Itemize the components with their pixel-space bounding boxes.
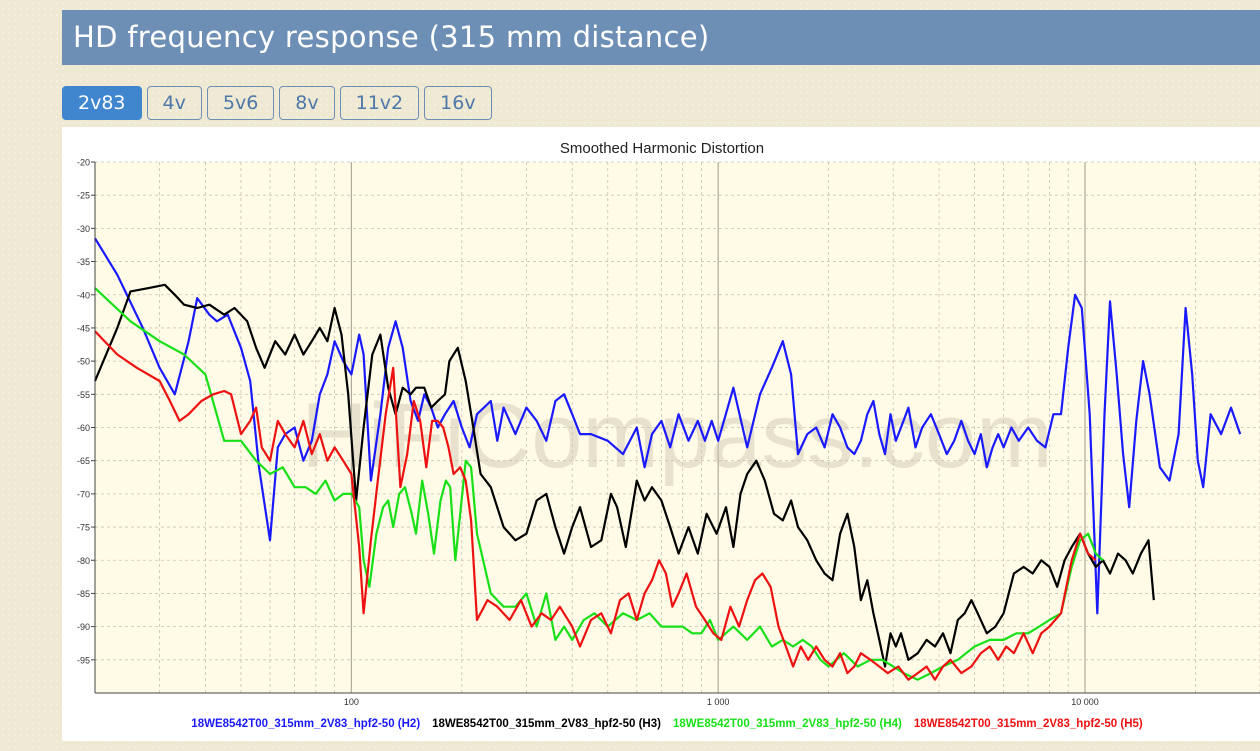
watermark: HiFiCompass.com <box>301 385 1052 487</box>
series-line-h3 <box>93 283 1155 668</box>
legend-item-h5: 18WE8542T00_315mm_2V83_hpf2-50 (H5) <box>914 718 1143 730</box>
legend-item-h3: 18WE8542T00_315mm_2V83_hpf2-50 (H3) <box>432 718 661 730</box>
series-lines <box>93 237 1242 681</box>
y-tick-label: -85 <box>77 589 90 599</box>
y-tick-label: -40 <box>77 290 90 300</box>
distortion-chart-svg: HiFiCompass.com -20 -25 -30 -35 -40 -45 -50 -55… <box>62 127 1260 741</box>
tab-4v[interactable]: 4v <box>146 86 202 120</box>
x-tick-label: 10 000 <box>1071 697 1099 707</box>
y-tick-label: -35 <box>77 257 90 267</box>
page-title: HD frequency response (315 mm distance) <box>62 10 1260 65</box>
y-tick-label: -50 <box>77 357 90 367</box>
y-tick-label: -25 <box>77 191 90 201</box>
tab-2v83[interactable]: 2v83 <box>62 86 142 120</box>
series-line-h5 <box>94 330 1097 681</box>
y-tick-label: -90 <box>77 622 90 632</box>
y-tick-label: -60 <box>77 423 90 433</box>
y-tick-label: -45 <box>77 323 90 333</box>
legend: 18WE8542T00_315mm_2V83_hpf2-50 (H2) 18WE… <box>191 718 1143 730</box>
y-tick-label: -70 <box>77 489 90 499</box>
y-tick-label: -30 <box>77 224 90 234</box>
y-tick-label: -55 <box>77 390 90 400</box>
x-tick-label: 100 <box>344 697 359 707</box>
tab-8v[interactable]: 8v <box>279 86 335 120</box>
y-tick-label: -75 <box>77 523 90 533</box>
chart-title: Smoothed Harmonic Distortion <box>560 140 764 157</box>
y-tick-label: -65 <box>77 456 90 466</box>
legend-item-h2: 18WE8542T00_315mm_2V83_hpf2-50 (H2) <box>191 718 420 730</box>
voltage-tabs: 2v83 4v 5v6 8v 11v2 16v <box>62 86 492 122</box>
tab-16v[interactable]: 16v <box>424 86 492 120</box>
y-tick-label: -95 <box>77 655 90 665</box>
legend-item-h4: 18WE8542T00_315mm_2V83_hpf2-50 (H4) <box>673 718 902 730</box>
distortion-chart: HiFiCompass.com -20 -25 -30 -35 -40 -45 -50 -55… <box>62 127 1260 741</box>
y-tick-label: -80 <box>77 556 90 566</box>
axes: -20 -25 -30 -35 -40 -45 -50 -55 -60 -65 -70 -75 -80 -… <box>77 158 1260 707</box>
series-line-h4 <box>94 287 1104 681</box>
tab-5v6[interactable]: 5v6 <box>206 86 275 120</box>
tab-11v2[interactable]: 11v2 <box>339 86 420 120</box>
y-tick-label: -20 <box>77 158 90 168</box>
x-tick-label: 1 000 <box>707 697 730 707</box>
